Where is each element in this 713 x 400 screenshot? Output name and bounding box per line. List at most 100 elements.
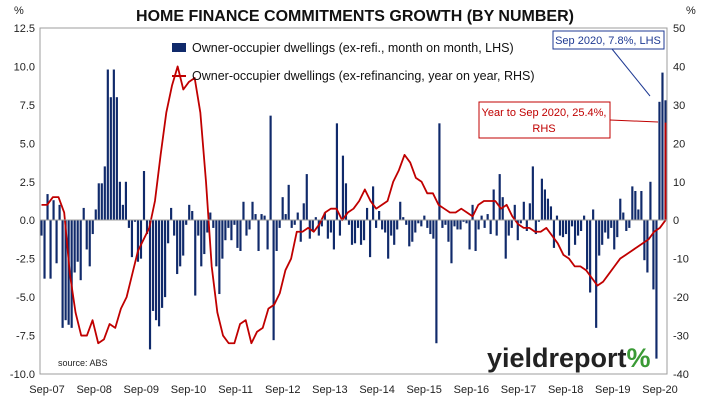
bar [573, 220, 577, 245]
lhs-tick-label: -10.0 [10, 369, 35, 381]
brand-logo: yieldreport% [487, 343, 651, 373]
bar [510, 220, 513, 228]
bar [200, 220, 203, 267]
bar [537, 220, 540, 222]
bar [498, 174, 501, 221]
bar [329, 220, 332, 233]
bar [320, 220, 323, 227]
bar [185, 220, 188, 225]
bar [302, 203, 305, 221]
x-tick-label: Sep-18 [548, 384, 583, 396]
bar [592, 209, 595, 221]
bar [130, 220, 134, 258]
bar [254, 214, 257, 221]
brand-symbol: % [627, 343, 651, 373]
bar [390, 220, 393, 236]
bar [61, 220, 64, 328]
bar [531, 166, 534, 221]
bar [522, 201, 525, 221]
bar [269, 115, 272, 221]
bar [580, 220, 583, 231]
bar [157, 220, 161, 327]
bar [583, 215, 586, 221]
line-series [41, 65, 667, 345]
bar [326, 220, 329, 239]
bar [278, 220, 281, 228]
rhs-tick-label: 20 [673, 138, 685, 150]
bar [558, 220, 562, 236]
bar [399, 201, 402, 221]
bar [607, 220, 610, 239]
bar-series [40, 69, 667, 359]
bar [504, 220, 507, 259]
bar [215, 220, 218, 267]
lhs-axis: 12.5 10.0 7.5 5.0 2.5 0.0 -2.5 -5.0 -7.5 -10.0 [10, 23, 35, 381]
bar [136, 220, 140, 262]
bar [368, 220, 372, 258]
bar [46, 194, 49, 221]
bar [296, 212, 299, 221]
bar [384, 220, 387, 233]
bar [263, 215, 266, 221]
lhs-tick-label: 12.5 [14, 23, 35, 35]
bar [586, 220, 589, 270]
bar [284, 214, 287, 221]
lhs-unit: % [14, 5, 24, 17]
x-tick-label: Sep-14 [359, 384, 394, 396]
lhs-tick-label: 5.0 [20, 138, 35, 150]
bar [191, 211, 194, 221]
rhs-tick-label: 40 [673, 61, 685, 73]
line-path [41, 65, 667, 345]
bar [239, 220, 242, 251]
bar [528, 203, 531, 221]
bar [375, 220, 378, 228]
bar [468, 220, 471, 250]
bar [619, 198, 622, 221]
x-tick-label: Sep-13 [312, 384, 347, 396]
bar [323, 212, 326, 221]
x-tick-label: Sep-08 [76, 384, 111, 396]
bar [257, 220, 260, 251]
bar [212, 220, 215, 228]
bar [661, 72, 664, 221]
bar [489, 220, 492, 235]
bar [378, 211, 381, 221]
bar [634, 191, 637, 221]
bar [100, 183, 103, 221]
rhs-tick-label: -10 [673, 254, 689, 266]
bar [49, 220, 52, 279]
annotation-rhs-pointer [609, 119, 659, 123]
bar [209, 212, 212, 221]
bar [218, 220, 221, 295]
bar [480, 215, 483, 221]
lhs-tick-label: -7.5 [16, 331, 35, 343]
bar [127, 220, 131, 228]
x-tick-label: Sep-17 [501, 384, 536, 396]
x-tick-label: Sep-16 [454, 384, 489, 396]
bar [613, 220, 616, 250]
x-tick-label: Sep-09 [124, 384, 159, 396]
bar [362, 220, 366, 241]
bar [236, 220, 239, 248]
bar [441, 220, 444, 228]
bar [598, 220, 601, 256]
bar [408, 220, 411, 247]
bar [145, 220, 149, 235]
bar [154, 220, 158, 321]
bar [245, 220, 248, 236]
bar [317, 220, 320, 236]
bar [477, 220, 480, 230]
annotation-rhs: Year to Sep 2020, 25.4%, RHS [478, 101, 659, 139]
bar [142, 171, 146, 221]
x-tick-label: Sep-20 [642, 384, 677, 396]
rhs-tick-label: 10 [673, 177, 685, 189]
bar [275, 220, 278, 251]
bar [465, 220, 468, 224]
rhs-tick-label: 30 [673, 100, 685, 112]
lhs-tick-label: -5.0 [16, 292, 35, 304]
bar [513, 204, 516, 221]
rhs-tick-label: -30 [673, 331, 689, 343]
bar [643, 220, 646, 261]
bar [534, 220, 537, 235]
bar [170, 207, 173, 221]
